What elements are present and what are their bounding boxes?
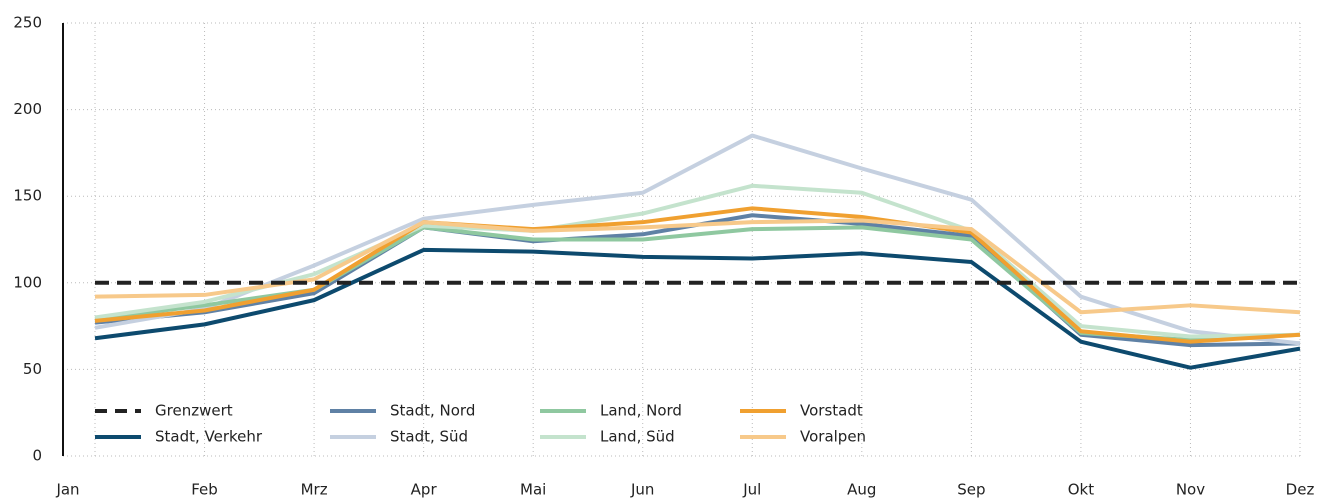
x-tick-label: Aug <box>847 481 876 499</box>
y-tick-label: 150 <box>13 187 42 205</box>
series-line <box>94 247 1301 370</box>
x-tick-label: Okt <box>1068 481 1094 499</box>
series-line <box>94 133 1301 346</box>
y-tick-label: 250 <box>13 14 42 32</box>
legend-label: Land, Nord <box>600 402 682 420</box>
legend-label: Grenzwert <box>155 402 233 420</box>
y-tick-label: 0 <box>32 447 42 465</box>
x-tick-label: Dez <box>1286 481 1315 499</box>
legend-label: Stadt, Süd <box>390 428 468 446</box>
legend-label: Voralpen <box>800 428 866 446</box>
x-tick-label: Feb <box>191 481 218 499</box>
legend-label: Vorstadt <box>800 402 863 420</box>
legend-label: Stadt, Verkehr <box>155 428 263 446</box>
x-tick-label: Nov <box>1176 481 1205 499</box>
x-tick-label: Apr <box>411 481 438 499</box>
legend-label: Land, Süd <box>600 428 675 446</box>
x-tick-label: Mrz <box>301 481 328 499</box>
x-tick-label: Sep <box>957 481 985 499</box>
series-line <box>94 206 1301 344</box>
y-tick-label: 100 <box>13 273 42 291</box>
y-tick-label: 200 <box>13 100 42 118</box>
x-tick-label: Mai <box>520 481 546 499</box>
series-line <box>94 183 1301 339</box>
x-tick-label: Jul <box>742 481 761 499</box>
x-tick-label: Jun <box>630 481 654 499</box>
x-tick-label: Jan <box>55 481 79 499</box>
y-tick-label: 50 <box>23 360 42 378</box>
legend-label: Stadt, Nord <box>390 402 475 420</box>
